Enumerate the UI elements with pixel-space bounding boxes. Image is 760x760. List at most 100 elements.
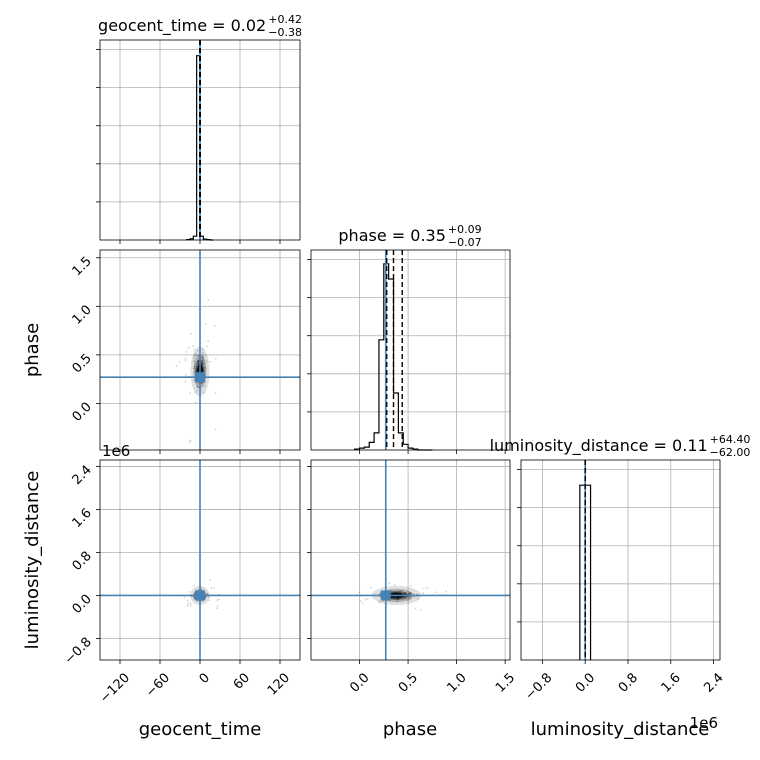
xtick-label-luminosity_distance: 0.0 <box>573 670 598 695</box>
xtick-label-geocent_time: 0 <box>197 670 213 686</box>
hist2d-geocent_time-vs-phase-sample <box>200 382 203 384</box>
hist2d-geocent_time-vs-phase-sample <box>193 347 196 350</box>
hist2d-geocent_time-vs-phase-sample <box>192 345 195 348</box>
hist2d-geocent_time-vs-luminosity_distance-truth-marker <box>195 590 205 601</box>
ytick-label-luminosity_distance: 2.4 <box>70 463 95 488</box>
xtick-label-geocent_time: −120 <box>97 670 133 706</box>
title-luminosity_distance-lower-error: −62.00 <box>710 446 751 459</box>
hist2d-geocent_time-vs-luminosity_distance-sample <box>208 599 211 602</box>
title-phase-main: phase = 0.35 <box>338 226 445 245</box>
hist2d-geocent_time-vs-phase-sample <box>202 362 205 365</box>
hist2d-phase-vs-luminosity_distance-sample <box>370 586 372 589</box>
hist2d-phase-vs-luminosity_distance-sample <box>408 592 411 595</box>
hist2d-phase-vs-luminosity_distance-sample <box>398 590 401 593</box>
hist2d-phase-vs-luminosity_distance-sample <box>364 598 367 601</box>
hist2d-geocent_time-vs-phase-sample <box>188 441 191 443</box>
hist2d-phase-vs-luminosity_distance-sample <box>401 589 404 592</box>
hist2d-geocent_time-vs-phase-sample <box>196 349 199 352</box>
xtick-label-phase: 0.5 <box>396 670 421 695</box>
hist2d-geocent_time-vs-luminosity_distance-sample <box>205 593 208 596</box>
panel-2-0-frame <box>99 459 301 661</box>
hist2d-geocent_time-vs-luminosity_distance-sample <box>200 589 203 591</box>
hist2d-phase-vs-luminosity_distance-sample <box>362 602 364 605</box>
hist2d-geocent_time-vs-phase-sample <box>178 361 181 364</box>
title-luminosity_distance-upper-error: +64.40 <box>710 433 751 446</box>
hist2d-geocent_time-vs-phase-sample <box>190 333 192 335</box>
hist2d-phase-vs-luminosity_distance-sample <box>403 596 406 599</box>
hist2d-phase-vs-luminosity_distance-sample <box>409 592 411 594</box>
title-phase-upper-error: +0.09 <box>448 223 482 236</box>
hist2d-geocent_time-vs-phase-sample <box>184 380 187 383</box>
title-luminosity_distance-main: luminosity_distance = 0.11 <box>490 436 708 456</box>
hist2d-geocent_time-vs-phase-sample <box>197 354 200 357</box>
hist2d-phase-vs-luminosity_distance-sample <box>420 608 422 611</box>
hist2d-phase-vs-luminosity_distance-sample <box>409 593 411 595</box>
title-geocent_time-main: geocent_time = 0.02 <box>98 16 266 36</box>
hist2d-phase-vs-luminosity_distance-sample <box>404 592 407 594</box>
hist2d-geocent_time-vs-phase-sample <box>202 368 205 371</box>
hist2d-geocent_time-vs-luminosity_distance-sample <box>183 596 186 599</box>
hist2d-phase-vs-luminosity_distance-sample <box>413 596 416 598</box>
hist2d-geocent_time-vs-phase-sample <box>201 357 204 360</box>
hist2d-geocent_time-vs-phase-sample <box>194 354 196 357</box>
hist2d-phase-vs-luminosity_distance-sample <box>378 600 381 603</box>
hist2d-geocent_time-vs-phase-sample <box>189 439 192 442</box>
offset-label-x: 1e6 <box>690 714 718 732</box>
hist2d-geocent_time-vs-phase-sample <box>195 369 198 372</box>
hist2d-phase-vs-luminosity_distance-sample <box>396 600 398 603</box>
data-layer <box>100 40 592 660</box>
ylabel-phase: phase <box>22 323 43 377</box>
ytick-label-luminosity_distance: 0.0 <box>70 592 95 617</box>
xtick-label-phase: 0.0 <box>347 670 372 695</box>
hist2d-phase-vs-luminosity_distance-sample <box>407 598 410 601</box>
hist2d-geocent_time-vs-luminosity_distance-sample <box>216 607 218 610</box>
hist2d-geocent_time-vs-phase-sample <box>205 360 208 362</box>
hist2d-phase-vs-luminosity_distance-sample <box>426 586 429 589</box>
hist2d-geocent_time-vs-phase-sample <box>201 362 204 364</box>
hist2d-geocent_time-vs-luminosity_distance-sample <box>187 602 190 605</box>
hist2d-geocent_time-vs-phase-sample <box>196 385 199 388</box>
hist2d-geocent_time-vs-luminosity_distance-sample <box>193 598 195 600</box>
frame-layer <box>96 39 721 664</box>
hist2d-phase-vs-luminosity_distance-sample <box>390 597 393 600</box>
hist2d-phase-vs-luminosity_distance-sample <box>422 587 425 590</box>
hist2d-phase-vs-luminosity_distance-sample <box>381 600 384 603</box>
hist2d-geocent_time-vs-phase-sample <box>197 360 199 363</box>
hist2d-geocent_time-vs-luminosity_distance-sample <box>186 604 189 607</box>
xtick-label-luminosity_distance: −0.8 <box>523 670 556 703</box>
panel-0-0-frame <box>99 39 301 241</box>
hist2d-geocent_time-vs-luminosity_distance-sample <box>218 598 220 601</box>
hist2d-geocent_time-vs-phase-sample <box>195 370 198 373</box>
title-geocent_time-upper-error: +0.42 <box>268 13 302 26</box>
hist2d-geocent_time-vs-phase-sample <box>194 391 196 394</box>
hist2d-geocent_time-vs-luminosity_distance-sample <box>186 599 189 602</box>
hist2d-phase-vs-luminosity_distance-sample <box>435 591 438 594</box>
hist2d-geocent_time-vs-phase-sample <box>195 366 198 369</box>
hist2d-geocent_time-vs-phase-sample <box>201 359 204 362</box>
hist2d-geocent_time-vs-phase-sample <box>201 351 204 354</box>
hist2d-geocent_time-vs-phase-sample <box>192 360 195 362</box>
xtick-label-geocent_time: 60 <box>231 670 253 692</box>
hist2d-geocent_time-vs-phase-sample <box>203 354 206 357</box>
hist2d-geocent_time-vs-phase-sample <box>193 365 196 368</box>
hist2d-phase-vs-luminosity_distance-sample <box>404 591 407 594</box>
hist2d-phase-vs-luminosity_distance-sample <box>417 598 419 600</box>
hist2d-geocent_time-vs-luminosity_distance-sample <box>192 595 195 598</box>
xtick-label-luminosity_distance: 0.8 <box>616 670 641 695</box>
hist2d-geocent_time-vs-phase-sample <box>200 382 203 385</box>
hist2d-geocent_time-vs-phase-sample <box>203 385 206 388</box>
hist2d-geocent_time-vs-phase-sample <box>207 299 210 302</box>
ytick-label-phase_y: 1.0 <box>70 303 95 328</box>
hist2d-phase-vs-luminosity_distance-truth-marker <box>380 590 391 601</box>
hist2d-geocent_time-vs-phase-sample <box>193 357 195 360</box>
hist2d-phase-vs-luminosity_distance-sample <box>445 590 447 593</box>
hist2d-geocent_time-vs-phase-sample <box>203 370 206 373</box>
hist2d-geocent_time-vs-phase-sample <box>195 368 198 370</box>
hist2d-phase-vs-luminosity_distance-sample <box>402 598 405 601</box>
hist2d-geocent_time-vs-phase-sample <box>201 354 204 357</box>
hist2d-geocent_time-vs-luminosity_distance-sample <box>216 605 219 607</box>
hist2d-phase-vs-luminosity_distance-sample <box>403 596 406 599</box>
hist2d-geocent_time-vs-phase-sample <box>194 352 197 355</box>
hist2d-geocent_time-vs-phase-sample <box>202 362 204 364</box>
